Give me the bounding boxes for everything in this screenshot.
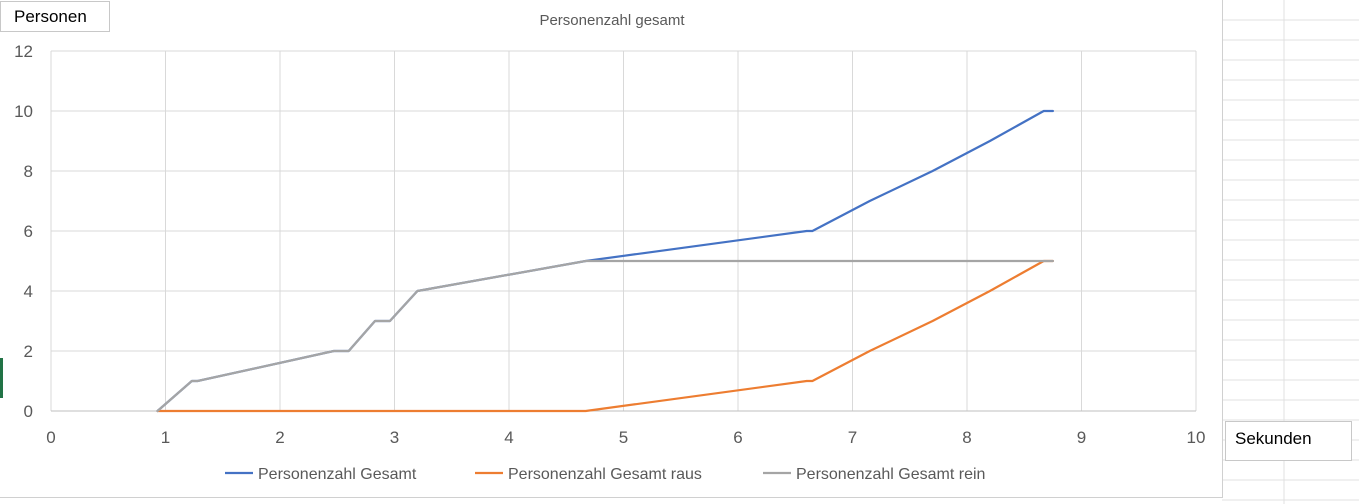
chart-area[interactable]: 0 2 4 6 8 10 12 0 1 2 3 4 5 6 7 8 9 10 Personenzahl gesa… [0, 0, 1223, 498]
x-tick-label: 10 [1187, 428, 1206, 447]
y-tick-label: 10 [14, 102, 33, 121]
series-lines [156, 109, 1055, 413]
x-tick-label: 3 [390, 428, 399, 447]
y-axis-label: Personen [14, 7, 87, 26]
x-axis-ticks: 0 1 2 3 4 5 6 7 8 9 10 [46, 428, 1205, 447]
legend: Personenzahl Gesamt Personenzahl Gesamt r… [225, 466, 985, 483]
y-tick-label: 8 [24, 162, 33, 181]
legend-label: Personenzahl Gesamt rein [796, 466, 985, 483]
series-line-1[interactable] [156, 259, 1055, 413]
series-line-2[interactable] [156, 259, 1055, 413]
x-tick-label: 8 [962, 428, 971, 447]
y-axis-label-box[interactable]: Personen [0, 1, 110, 32]
legend-label: Personenzahl Gesamt [258, 466, 417, 483]
x-tick-label: 9 [1077, 428, 1086, 447]
x-tick-label: 2 [275, 428, 284, 447]
y-tick-label: 6 [24, 222, 33, 241]
y-axis-ticks: 0 2 4 6 8 10 12 [14, 42, 33, 421]
y-tick-label: 12 [14, 42, 33, 61]
chart-title: Personenzahl gesamt [539, 12, 685, 29]
x-axis-label-box[interactable]: Sekunden [1225, 421, 1352, 461]
row-selection-marker [0, 358, 3, 398]
y-tick-label: 2 [24, 342, 33, 361]
x-tick-label: 6 [733, 428, 742, 447]
gridlines [50, 50, 1197, 412]
x-tick-label: 0 [46, 428, 55, 447]
y-tick-label: 0 [24, 402, 33, 421]
legend-label: Personenzahl Gesamt raus [508, 466, 702, 483]
y-tick-label: 4 [24, 282, 33, 301]
x-tick-label: 1 [161, 428, 170, 447]
x-tick-label: 7 [848, 428, 857, 447]
x-axis-label: Sekunden [1235, 429, 1312, 448]
x-tick-label: 4 [504, 428, 513, 447]
x-tick-label: 5 [619, 428, 628, 447]
